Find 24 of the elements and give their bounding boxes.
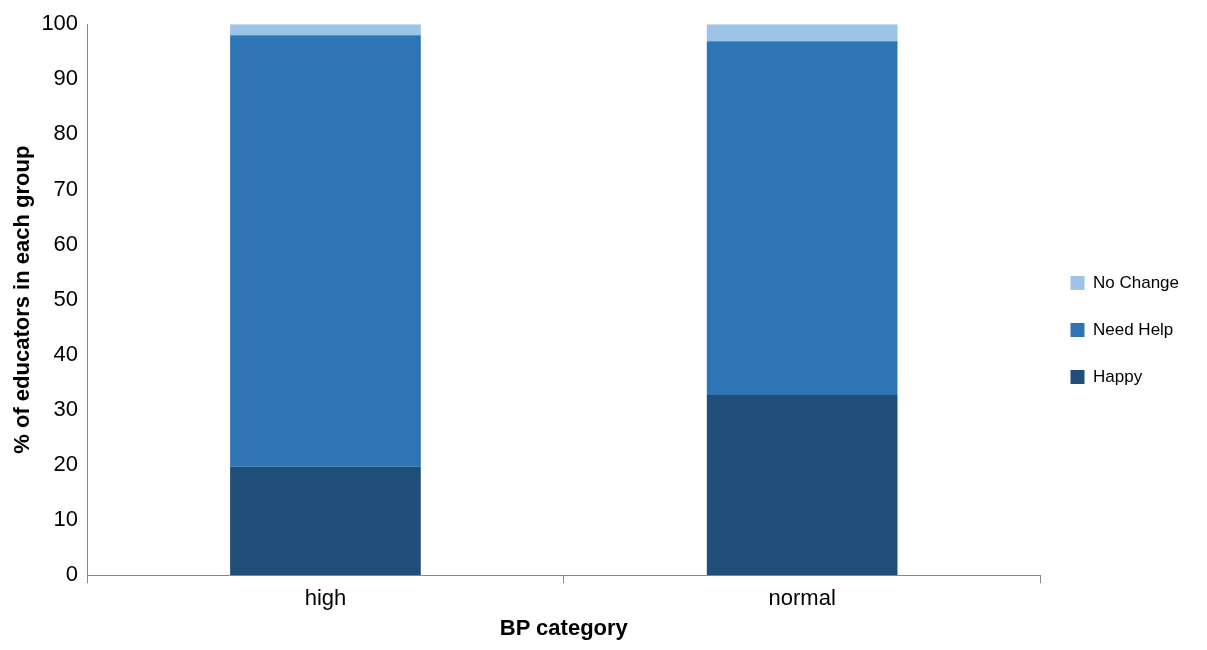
bar [230, 24, 421, 36]
y-tick-label: 100 [41, 10, 79, 36]
bar [230, 35, 421, 467]
bar [706, 41, 898, 396]
bar [230, 466, 421, 576]
y-axis-title: % of educators in each group [9, 145, 35, 454]
y-tick-label: 90 [53, 65, 79, 91]
x-tick-label: high [304, 585, 347, 611]
y-tick-label: 30 [53, 395, 79, 421]
legend-label: Need Help [1093, 319, 1174, 339]
y-tick-label: 20 [53, 451, 79, 477]
x-axis-title: BP category [499, 614, 629, 640]
y-tick-label: 0 [65, 561, 79, 587]
legend-label: No Change [1093, 272, 1180, 292]
bar [706, 395, 898, 576]
y-tick-label: 80 [53, 120, 79, 146]
x-tick-label: normal [768, 585, 836, 611]
bar [706, 24, 898, 42]
y-tick-label: 10 [53, 506, 79, 532]
legend-label: Happy [1093, 366, 1143, 386]
y-tick-label: 40 [53, 340, 79, 366]
y-tick-label: 60 [53, 230, 79, 256]
y-tick-label: 50 [53, 285, 79, 311]
y-tick-label: 70 [53, 175, 79, 201]
